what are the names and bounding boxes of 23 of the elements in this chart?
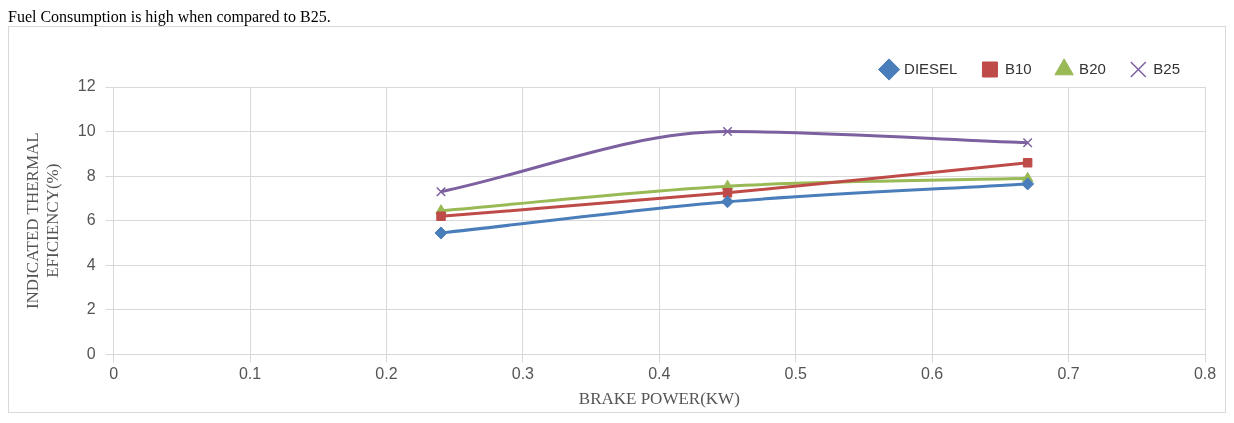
legend-label: B20 — [1079, 59, 1106, 77]
x-axis-title: BRAKE POWER(KW) — [578, 389, 740, 409]
y-tick-label: 6 — [86, 211, 96, 229]
y-tick-label: 8 — [86, 166, 96, 184]
y-tick-label: 12 — [77, 77, 96, 95]
legend-label: DIESEL — [904, 59, 958, 77]
x-tick-label: 0.4 — [648, 365, 671, 383]
text: Fuel Consumption is high when compared to B25. — [8, 8, 332, 26]
y-tick-label: 10 — [77, 121, 96, 139]
y-tick-label: 4 — [86, 255, 96, 273]
y-axis-title: INDICATED THERMAL EFICIENCY(%) — [22, 132, 63, 310]
legend-label: B25 — [1153, 59, 1181, 77]
y-tick-label: 2 — [86, 300, 96, 318]
x-tick-label: 0.6 — [921, 365, 944, 383]
legend-label: B10 — [1004, 59, 1032, 77]
x-tick-label: 0.7 — [1057, 365, 1080, 383]
x-tick-label: 0.8 — [1193, 365, 1217, 383]
x-tick-label: 0.1 — [238, 365, 262, 383]
x-tick-label: 0.5 — [784, 365, 807, 383]
x-tick-label: 0.2 — [375, 365, 398, 383]
x-tick-label: 0.3 — [511, 365, 535, 383]
y-tick-label: 0 — [86, 344, 96, 362]
x-tick-label: 0 — [109, 365, 119, 383]
